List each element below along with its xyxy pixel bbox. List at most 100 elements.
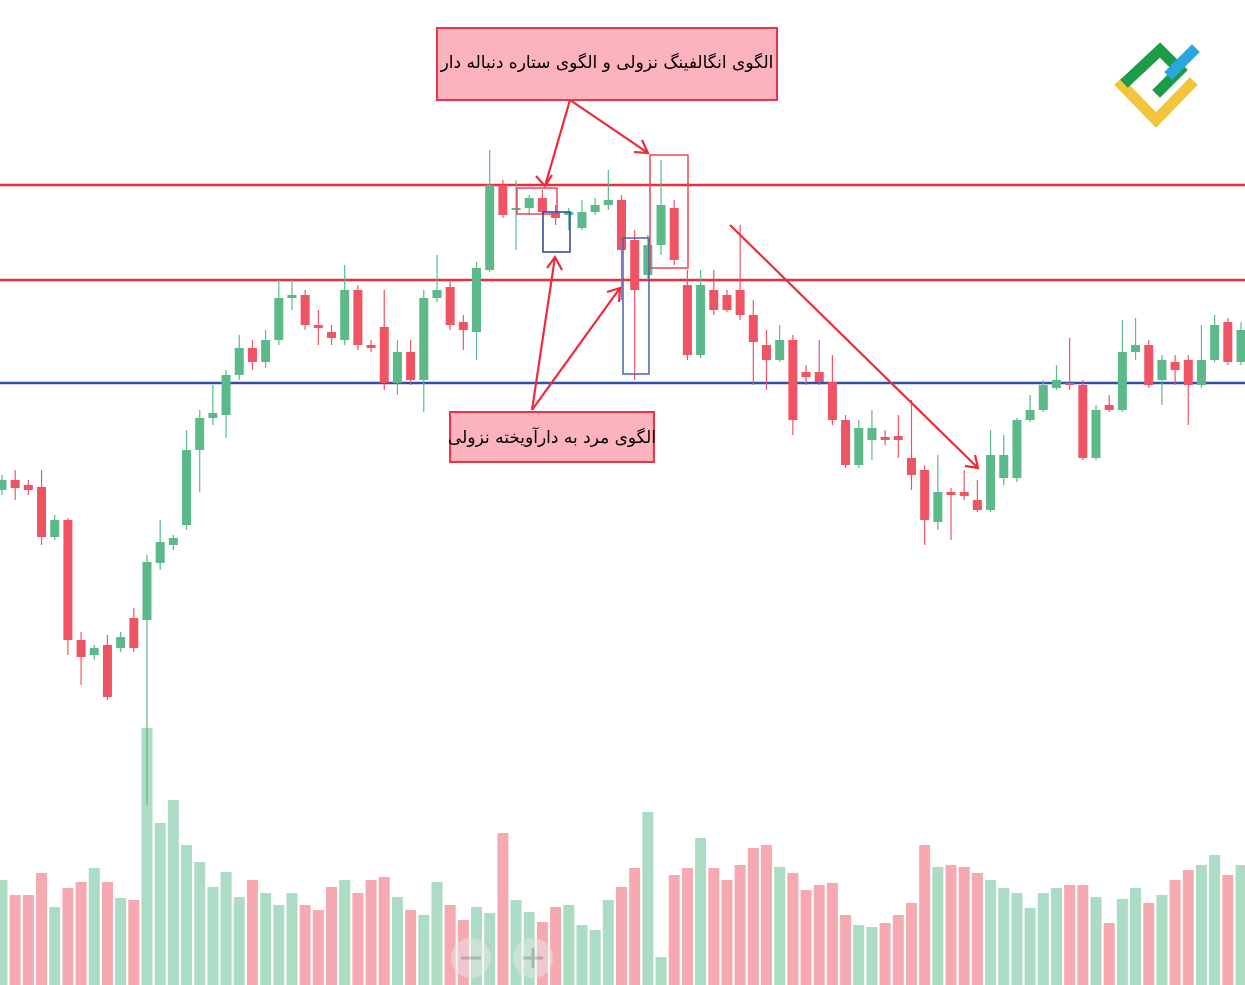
candle-body [340, 290, 350, 340]
volume-bar [312, 910, 324, 985]
volume-bar [1077, 885, 1089, 985]
candle-body [208, 413, 218, 418]
logo [1114, 42, 1200, 128]
candle-body [1170, 362, 1180, 370]
volume-bar [1209, 855, 1221, 985]
candle-body [920, 470, 930, 520]
volume-bar [405, 910, 417, 985]
candle-body [50, 520, 60, 537]
volume-bar [800, 890, 812, 985]
volume-bar [681, 868, 693, 985]
volume-bar [932, 867, 944, 985]
candle-body [722, 295, 732, 310]
candle-body [353, 290, 363, 345]
candle-body [1210, 325, 1220, 360]
candle-body [788, 340, 798, 420]
volume-bar [1116, 899, 1128, 985]
volume-bar [985, 880, 997, 985]
candle-body [1117, 352, 1127, 410]
candle-body [577, 212, 587, 228]
candle-body [498, 185, 508, 215]
candle-body [1038, 385, 1048, 410]
volume-bar [365, 880, 377, 985]
candle-body [274, 298, 284, 340]
candle-body [827, 382, 837, 420]
candle-body [656, 205, 666, 245]
candle-body [999, 455, 1009, 478]
candle-body [748, 315, 758, 342]
volume-bar [128, 900, 140, 985]
volume-bar [760, 845, 772, 985]
volume-bar [616, 887, 627, 985]
candle-body [63, 520, 73, 640]
volume-bar [919, 845, 931, 985]
volume-bar [668, 875, 680, 985]
candle-body [867, 428, 877, 440]
candle-body [761, 345, 771, 360]
volume-bar [233, 897, 245, 985]
candle-body [1223, 322, 1233, 362]
candle-body [129, 618, 139, 648]
candle-body [261, 340, 271, 362]
candle-body [458, 322, 468, 330]
candle-body [142, 562, 152, 620]
volume-bar [0, 880, 8, 985]
volume-bar [326, 887, 338, 985]
arrow [729, 224, 980, 470]
volume-bar [971, 873, 983, 985]
volume-bar [154, 823, 166, 985]
volume-bar [563, 905, 575, 985]
volume-bar [1090, 897, 1102, 985]
volume-bar [655, 957, 667, 985]
candle-body [182, 450, 192, 525]
candle-body [696, 285, 706, 355]
volume-bar [431, 882, 443, 985]
candle-body [682, 285, 692, 355]
candle-body [986, 455, 996, 510]
volume-bar [88, 868, 100, 985]
candle-body [617, 200, 626, 250]
candle-body [1078, 385, 1088, 458]
volume-bar [1235, 865, 1245, 985]
volume-bar [378, 877, 390, 985]
candle-body [1065, 383, 1075, 385]
volume-bar [813, 885, 825, 985]
volume-bar [299, 905, 311, 985]
candle-body [1236, 330, 1245, 362]
candle-body [23, 485, 33, 490]
volume-bar [194, 862, 206, 985]
candle-body [972, 500, 982, 510]
candle-body [603, 200, 613, 205]
candle-body [1144, 345, 1154, 385]
volume-bar [879, 923, 891, 985]
candle-body [1104, 405, 1114, 410]
volume-bar [589, 930, 601, 985]
candle-body [1131, 345, 1141, 352]
volume-bar [1130, 888, 1142, 985]
zoom-controls[interactable] [451, 938, 553, 978]
volume-bar [826, 883, 838, 985]
volume-bar [774, 867, 786, 985]
annotation: الگوی مرد به دارآویخته نزولی [448, 426, 656, 448]
candle-body [89, 648, 99, 655]
candle-body [946, 492, 956, 495]
volume-bar [576, 925, 588, 985]
highlight-box [542, 211, 571, 253]
volume-bar [1037, 893, 1049, 985]
volume-bar [1064, 885, 1076, 985]
volume-bar [787, 873, 799, 985]
candle-body [195, 418, 205, 450]
candle-body [406, 352, 416, 380]
candle-body [841, 420, 851, 465]
candle-body [1051, 380, 1061, 388]
volume-bar [339, 880, 351, 985]
volume-bar [1024, 908, 1036, 985]
candle-body [37, 487, 47, 537]
volume-bar [260, 893, 272, 985]
volume-bar [181, 845, 193, 985]
volume-bar [36, 873, 48, 985]
candle-body [313, 325, 323, 328]
volume-bar [391, 897, 403, 985]
volume-bar [1011, 893, 1023, 985]
annotation: الگوی انگالفینگ نزولی و الگوی ستاره دنبا… [440, 52, 774, 73]
